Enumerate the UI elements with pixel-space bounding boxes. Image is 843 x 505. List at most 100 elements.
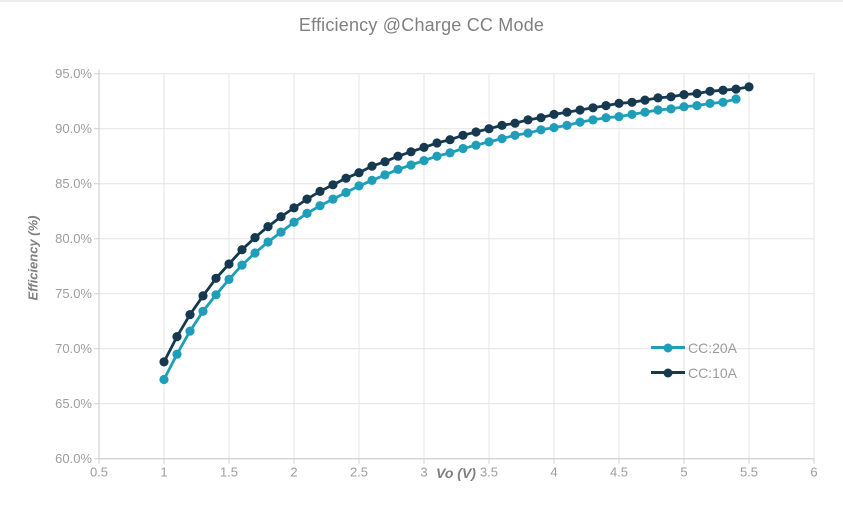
data-point xyxy=(315,201,325,211)
data-point xyxy=(224,259,234,269)
data-point xyxy=(250,248,260,258)
data-point xyxy=(523,115,533,125)
data-point xyxy=(419,142,429,152)
data-point xyxy=(523,128,533,138)
data-point xyxy=(432,138,442,148)
x-tick-label: 0.5 xyxy=(90,465,108,480)
data-point xyxy=(718,85,728,95)
x-tick-label: 3 xyxy=(420,465,427,480)
data-point xyxy=(172,349,182,359)
data-point xyxy=(640,95,650,105)
data-point xyxy=(315,186,325,196)
data-point xyxy=(432,151,442,161)
y-tick-label: 65.0% xyxy=(55,396,92,411)
data-point xyxy=(692,101,702,111)
data-point xyxy=(562,107,572,117)
data-point xyxy=(471,127,481,137)
data-point xyxy=(627,97,637,107)
data-point xyxy=(614,98,624,108)
data-point xyxy=(367,161,377,171)
data-point xyxy=(510,130,520,140)
data-point xyxy=(289,203,299,213)
data-point xyxy=(406,147,416,157)
chart-title: Efficiency @Charge CC Mode xyxy=(298,15,545,35)
data-point xyxy=(211,290,221,300)
y-tick-label: 90.0% xyxy=(55,121,92,136)
data-point xyxy=(250,233,260,243)
data-point xyxy=(198,291,208,301)
data-point xyxy=(549,123,559,133)
data-point xyxy=(653,93,663,103)
data-point xyxy=(640,107,650,117)
legend-item-cc20a: CC:20A xyxy=(651,335,737,360)
x-tick-label: 4.5 xyxy=(610,465,628,480)
y-tick-label: 85.0% xyxy=(55,176,92,191)
data-point xyxy=(185,326,195,336)
data-point xyxy=(159,374,169,385)
data-point xyxy=(575,105,585,115)
data-point xyxy=(458,130,468,140)
x-tick-label: 5.5 xyxy=(740,465,758,480)
chart-legend: CC:20A CC:10A xyxy=(651,335,737,385)
data-point xyxy=(601,101,611,111)
data-point xyxy=(328,180,338,190)
data-point xyxy=(744,82,754,92)
data-point xyxy=(263,237,273,247)
x-tick-label: 5 xyxy=(680,465,687,480)
legend-swatch-cc10a xyxy=(651,368,685,377)
legend-label: CC:10A xyxy=(688,364,738,381)
data-point xyxy=(484,124,494,134)
data-point xyxy=(497,134,507,144)
x-tick-label: 6 xyxy=(810,465,817,480)
x-tick-label: 1 xyxy=(160,465,167,480)
data-point xyxy=(484,137,494,147)
data-point xyxy=(445,148,455,158)
data-point xyxy=(393,164,403,174)
data-point xyxy=(588,103,598,113)
data-point xyxy=(354,181,364,191)
data-point xyxy=(549,109,559,119)
data-point xyxy=(159,357,169,367)
data-point xyxy=(445,135,455,145)
circle-marker-icon xyxy=(663,343,673,352)
x-tick-label: 1.5 xyxy=(220,465,238,480)
data-point xyxy=(302,194,312,204)
data-point xyxy=(185,310,195,320)
data-point xyxy=(237,245,247,255)
data-point xyxy=(601,113,611,123)
y-axis-title: Efficiency (%) xyxy=(25,215,41,301)
data-point xyxy=(172,332,182,342)
legend-label: CC:20A xyxy=(688,339,738,356)
data-point xyxy=(653,105,663,115)
data-point xyxy=(380,157,390,167)
circle-marker-icon xyxy=(663,368,673,377)
data-point xyxy=(666,104,676,114)
data-point xyxy=(198,306,208,316)
data-point xyxy=(614,112,624,122)
data-point xyxy=(341,173,351,183)
data-point xyxy=(406,160,416,170)
data-point xyxy=(302,208,312,218)
legend-item-cc10a: CC:10A xyxy=(651,360,737,385)
data-point xyxy=(588,115,598,125)
data-point xyxy=(380,170,390,180)
y-tick-label: 70.0% xyxy=(55,341,92,356)
data-point xyxy=(211,273,221,283)
data-point xyxy=(328,194,338,204)
data-point xyxy=(575,117,585,127)
data-point xyxy=(393,151,403,161)
x-tick-label: 2 xyxy=(290,465,297,480)
data-point xyxy=(224,274,234,284)
y-tick-label: 80.0% xyxy=(55,231,92,246)
data-point xyxy=(679,90,689,100)
data-point xyxy=(289,217,299,227)
x-tick-label: 2.5 xyxy=(350,465,368,480)
series-line-CC:10A xyxy=(162,85,751,364)
data-point xyxy=(510,118,520,128)
data-point xyxy=(679,102,689,112)
data-point xyxy=(731,94,741,104)
x-tick-label: 3.5 xyxy=(480,465,498,480)
data-point xyxy=(471,140,481,150)
data-point xyxy=(705,98,715,108)
